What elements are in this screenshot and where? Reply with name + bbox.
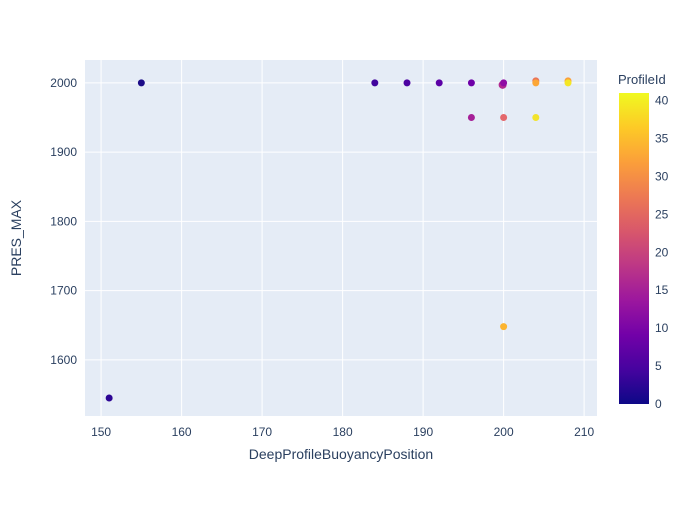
colorbar-tick-label: 40 [655,94,669,108]
data-point[interactable] [467,79,475,87]
colorbar-tick-label: 20 [655,245,669,259]
x-tick-label: 170 [252,425,272,439]
colorbar-tick-label: 35 [655,132,669,146]
data-point[interactable] [137,79,145,87]
data-point[interactable] [532,79,540,87]
colorbar-gradient [619,93,649,404]
y-tick-label: 2000 [50,76,77,90]
data-point[interactable] [403,79,411,87]
y-axis-tick-labels: 1600 1700 1800 1900 2000 [50,76,77,367]
colorbar-tick-label: 5 [655,359,662,373]
data-point[interactable] [435,79,443,87]
plot-area[interactable] [85,60,597,416]
data-point[interactable] [467,113,475,121]
data-point[interactable] [105,394,113,402]
data-point[interactable] [532,113,540,121]
colorbar-tick-label: 0 [655,397,662,411]
data-point[interactable] [500,323,508,331]
y-tick-label: 1800 [50,214,77,228]
data-point[interactable] [500,113,508,121]
data-points [105,77,572,402]
colorbar-tick-label: 30 [655,169,669,183]
x-tick-label: 160 [172,425,192,439]
colorbar-tick-labels: 0 5 10 15 20 25 30 35 40 [655,94,669,411]
x-axis-title: DeepProfileBuoyancyPosition [249,446,433,462]
colorbar-tick-label: 10 [655,321,669,335]
colorbar-tick-label: 25 [655,207,669,221]
colorbar-tick-label: 15 [655,283,669,297]
data-point[interactable] [500,79,508,87]
colorbar-title: ProfileId [618,72,666,87]
colorbar: ProfileId 0 5 10 15 20 25 30 35 40 [618,72,669,411]
x-tick-label: 180 [333,425,353,439]
x-tick-label: 200 [494,425,514,439]
y-tick-label: 1900 [50,145,77,159]
y-tick-label: 1600 [50,353,77,367]
x-axis-tick-labels: 150 160 170 180 190 200 210 [91,425,594,439]
x-tick-label: 210 [574,425,594,439]
x-tick-label: 150 [91,425,111,439]
y-axis-title: PRES_MAX [8,199,24,276]
data-point[interactable] [371,79,379,87]
data-point[interactable] [564,79,572,87]
y-tick-label: 1700 [50,284,77,298]
x-tick-label: 190 [413,425,433,439]
